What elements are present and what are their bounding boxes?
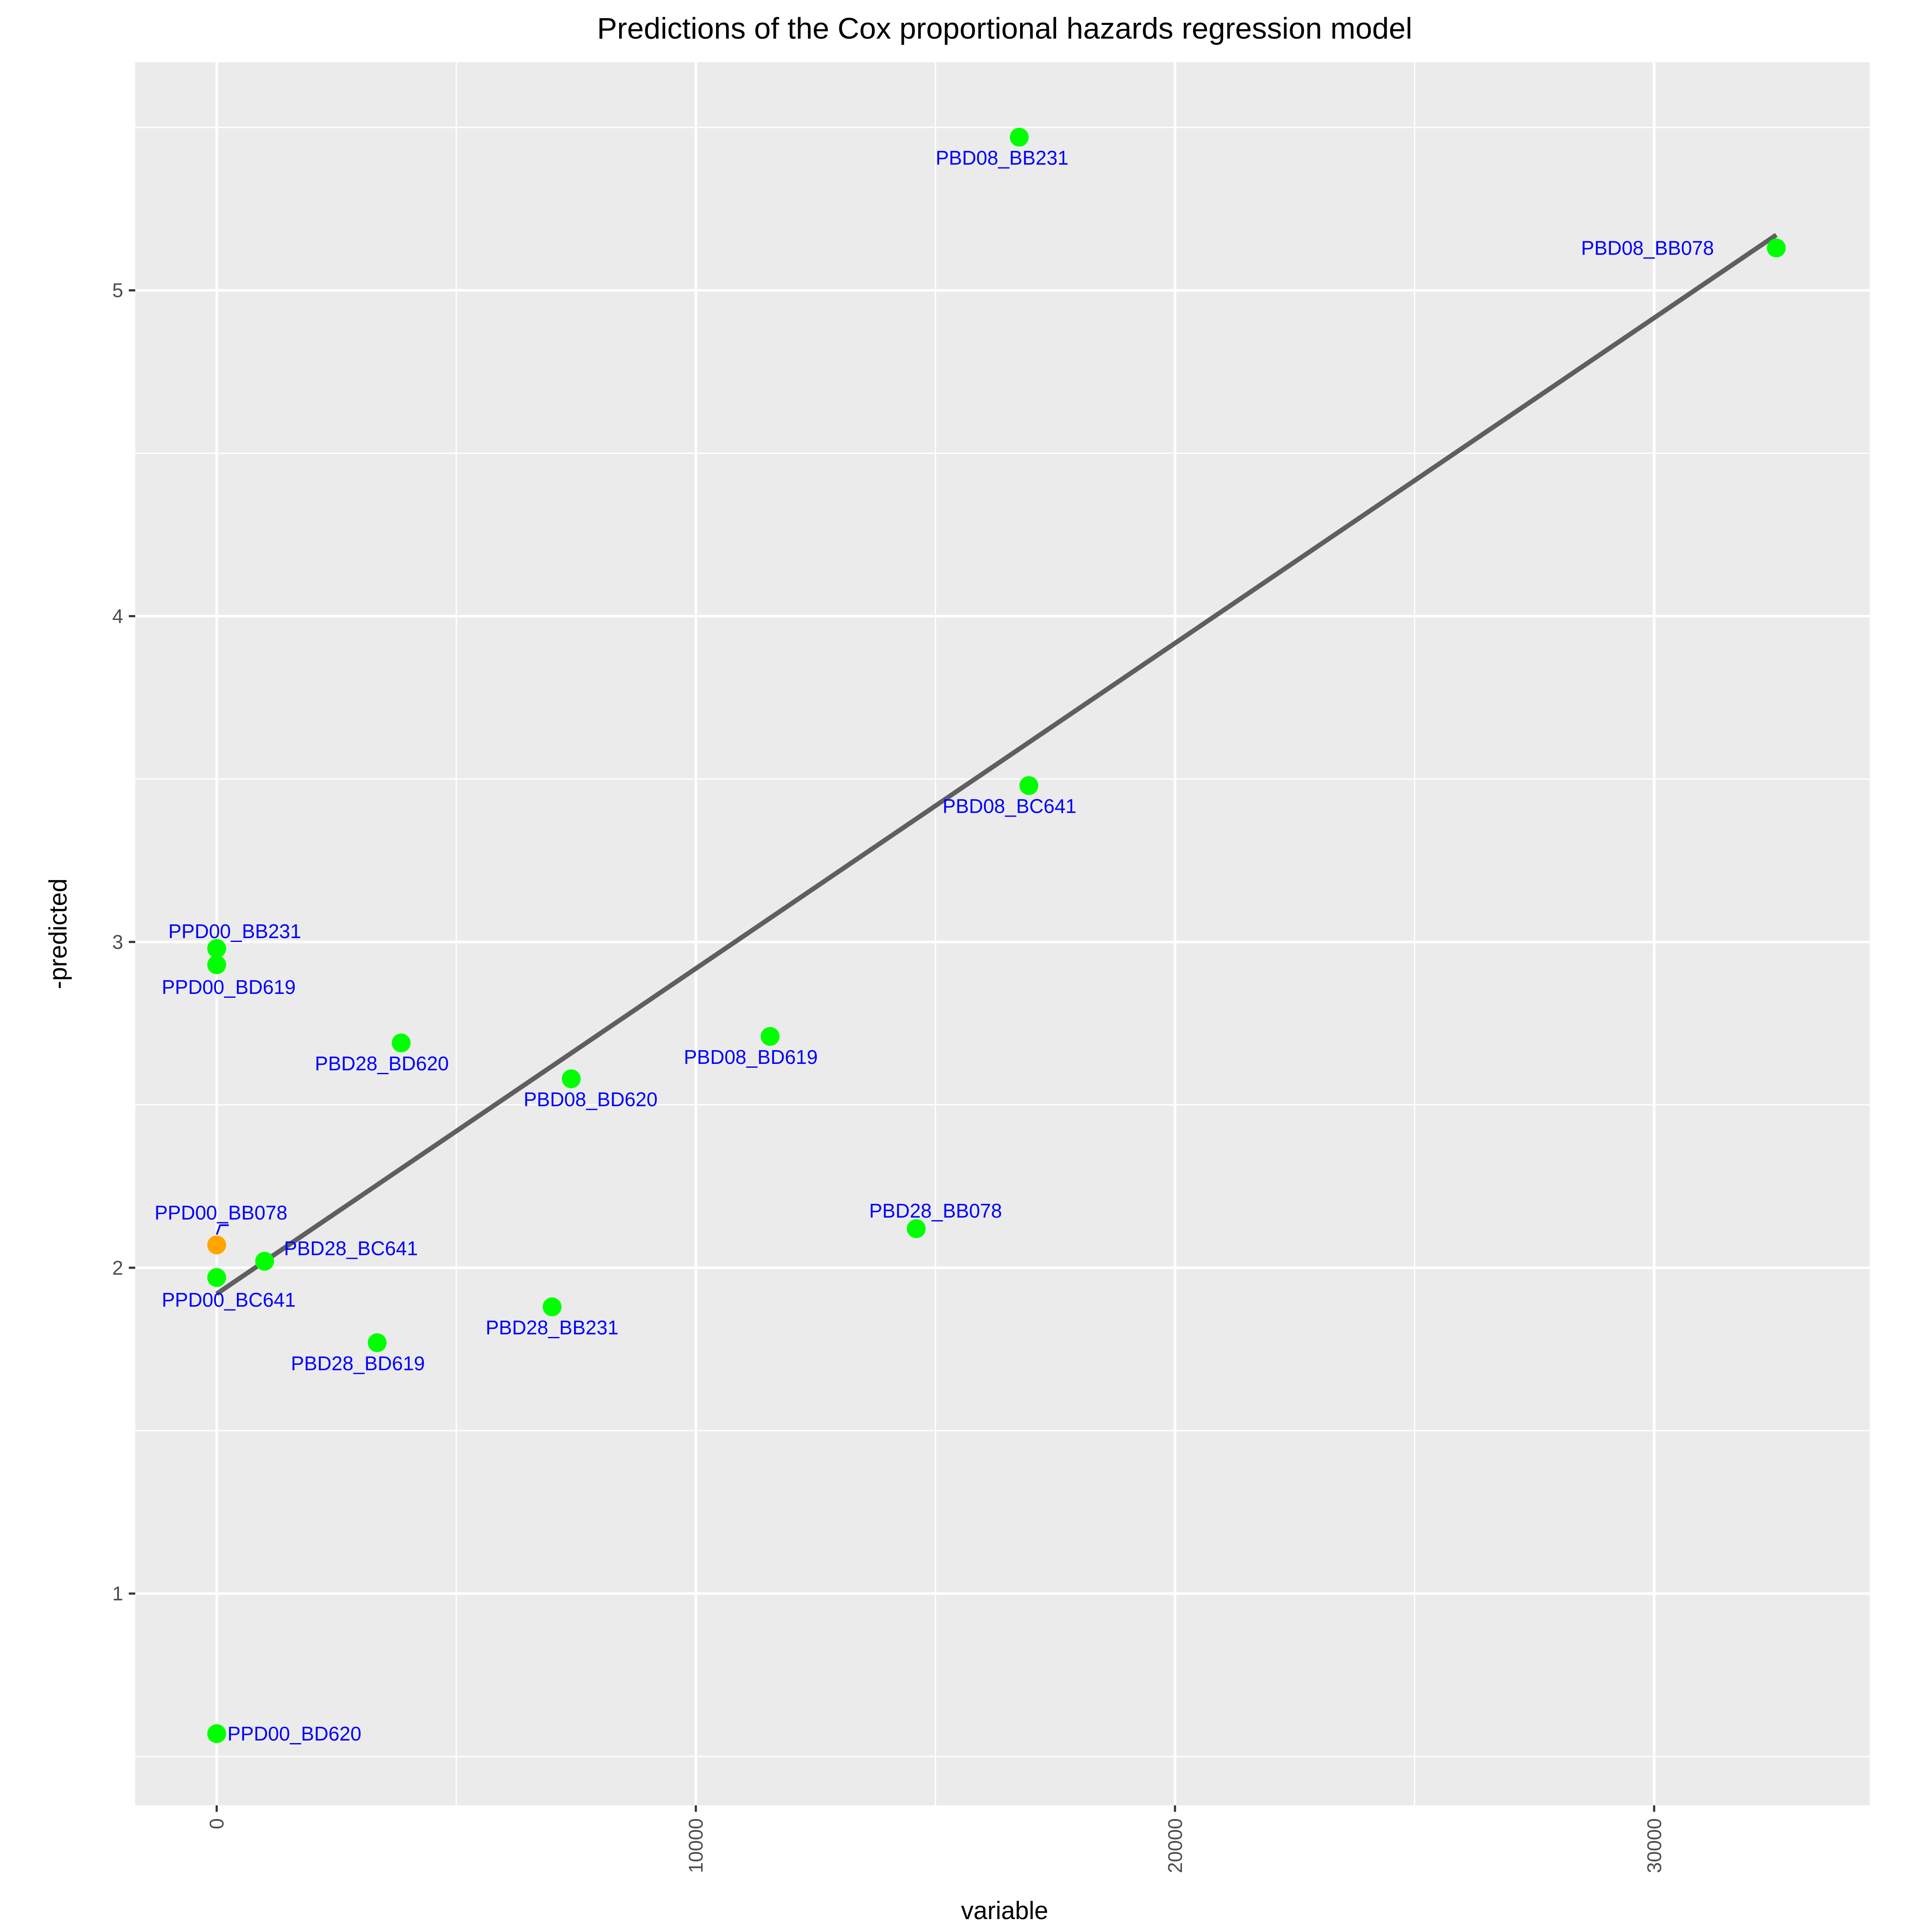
y-tick-label: 1 — [112, 1583, 123, 1605]
y-tick-label: 2 — [112, 1257, 123, 1279]
data-point — [255, 1252, 274, 1271]
x-axis: 0 10000 20000 30000 — [206, 1805, 1665, 1873]
point-label: PPD00_BD619 — [162, 976, 296, 998]
fit-line-layer — [215, 233, 1778, 1296]
y-axis: 1 2 3 4 5 — [112, 279, 135, 1605]
data-point — [562, 1069, 581, 1088]
data-point — [207, 1724, 226, 1744]
point-label: PPD00_BD620 — [228, 1722, 361, 1745]
data-point — [542, 1297, 562, 1316]
y-tick-label: 5 — [112, 279, 123, 301]
major-grid-lines — [135, 62, 1870, 1805]
x-axis-title: variable — [961, 1897, 1048, 1925]
data-point — [907, 1219, 926, 1238]
point-label: PBD08_BB078 — [1581, 237, 1714, 259]
point-label: PBD08_BD620 — [524, 1088, 658, 1111]
minor-grid-lines — [135, 62, 1870, 1805]
data-point — [207, 1268, 226, 1287]
y-axis-title: -predicted — [44, 878, 72, 989]
y-tick-label: 4 — [112, 605, 123, 627]
point-label: PBD28_BD619 — [291, 1352, 425, 1374]
data-point — [207, 939, 226, 958]
data-point — [1767, 238, 1786, 258]
regression-line — [215, 233, 1778, 1296]
plot-panel — [135, 62, 1870, 1805]
point-label: PPD00_BC641 — [162, 1289, 296, 1311]
x-tick-label: 0 — [206, 1818, 228, 1829]
point-label: PBD28_BB231 — [486, 1316, 618, 1339]
data-point — [760, 1027, 780, 1046]
point-label: PBD28_BC641 — [284, 1237, 418, 1260]
y-tick-label: 3 — [112, 931, 123, 953]
points-layer — [207, 128, 1786, 1744]
chart-title: Predictions of the Cox proportional haza… — [597, 12, 1413, 45]
point-label: PBD08_BC641 — [942, 795, 1076, 817]
point-label: PPD00_BB231 — [168, 920, 301, 942]
point-label: PBD28_BD620 — [315, 1052, 449, 1075]
data-point — [1019, 776, 1039, 795]
data-point — [1010, 128, 1029, 147]
point-label: PPD00_BB078 — [155, 1202, 287, 1224]
data-point — [207, 955, 226, 975]
data-point — [392, 1033, 411, 1053]
x-tick-label: 20000 — [1164, 1818, 1186, 1873]
point-label: PBD08_BB231 — [936, 147, 1068, 169]
x-tick-label: 30000 — [1643, 1818, 1665, 1873]
label-leader-line — [216, 1224, 229, 1235]
data-point — [207, 1235, 226, 1255]
point-label: PBD08_BD619 — [684, 1046, 818, 1068]
point-label: PBD28_BB078 — [869, 1200, 1002, 1222]
data-point — [368, 1333, 387, 1352]
point-labels-layer: PBD08_BB231 PBD08_BB078 PBD08_BC641 PPD00_B… — [155, 147, 1714, 1745]
x-tick-label: 10000 — [685, 1818, 707, 1873]
